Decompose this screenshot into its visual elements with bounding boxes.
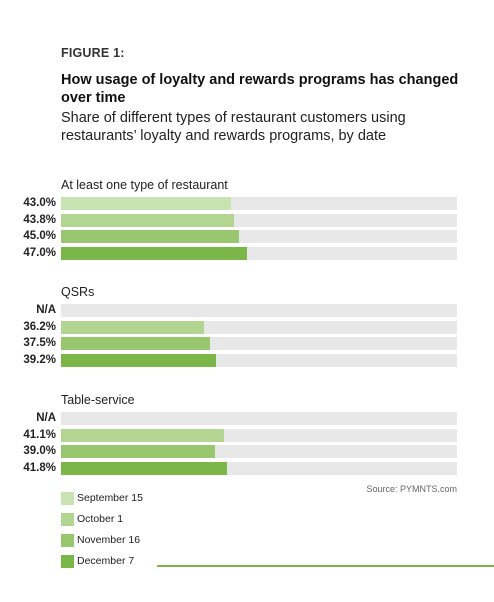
bar-track: [61, 461, 457, 475]
bar: [61, 445, 216, 458]
bar-track: [61, 353, 457, 367]
group-label: At least one type of restaurant: [61, 178, 228, 192]
group-label: Table-service: [61, 393, 135, 407]
bar-track: [61, 412, 457, 425]
data-label: 41.1%: [23, 428, 56, 441]
bar: [61, 246, 248, 260]
data-label: 39.2%: [23, 353, 56, 366]
bar-track: [61, 304, 457, 317]
legend-swatch: [61, 492, 74, 505]
bar-track: [61, 428, 457, 442]
source-note: Source: PYMNTS.com: [366, 484, 457, 494]
data-label: 47.0%: [23, 246, 56, 259]
legend-label: September 15: [77, 492, 143, 504]
bar: [61, 353, 217, 367]
bar: [61, 461, 227, 475]
figure-label: FIGURE 1:: [61, 46, 125, 60]
bar-track: [61, 230, 457, 243]
data-label: N/A: [36, 412, 56, 424]
chart-title: How usage of loyalty and rewards program…: [61, 72, 459, 106]
bar-track: [61, 320, 457, 334]
data-label: 37.5%: [23, 337, 56, 349]
legend-label: December 7: [77, 555, 135, 567]
legend-label: October 1: [77, 513, 124, 525]
data-label: 36.2%: [23, 320, 56, 333]
data-label: N/A: [36, 304, 56, 316]
bar: [61, 428, 224, 442]
group-label: QSRs: [61, 285, 95, 299]
bar: [61, 230, 240, 243]
legend-swatch: [61, 513, 74, 526]
bottom-rule: [157, 565, 494, 567]
bar-track: [61, 337, 457, 350]
bar-track: [61, 445, 457, 458]
chart-subtitle: Share of different types of restaurant c…: [61, 110, 406, 144]
bar-track: [61, 246, 457, 260]
bar-track: [61, 213, 457, 227]
data-label: 41.8%: [23, 461, 56, 474]
bar: [61, 320, 205, 334]
data-label: 43.0%: [23, 197, 56, 209]
legend-swatch: [61, 534, 74, 547]
bar: [61, 197, 232, 210]
bar: [61, 337, 210, 350]
data-label: 43.8%: [23, 213, 56, 226]
bar: [61, 213, 235, 227]
legend-swatch: [61, 555, 74, 568]
bar-track: [61, 197, 457, 210]
legend-label: November 16: [77, 534, 141, 546]
data-label: 45.0%: [23, 230, 56, 242]
data-label: 39.0%: [23, 445, 56, 457]
